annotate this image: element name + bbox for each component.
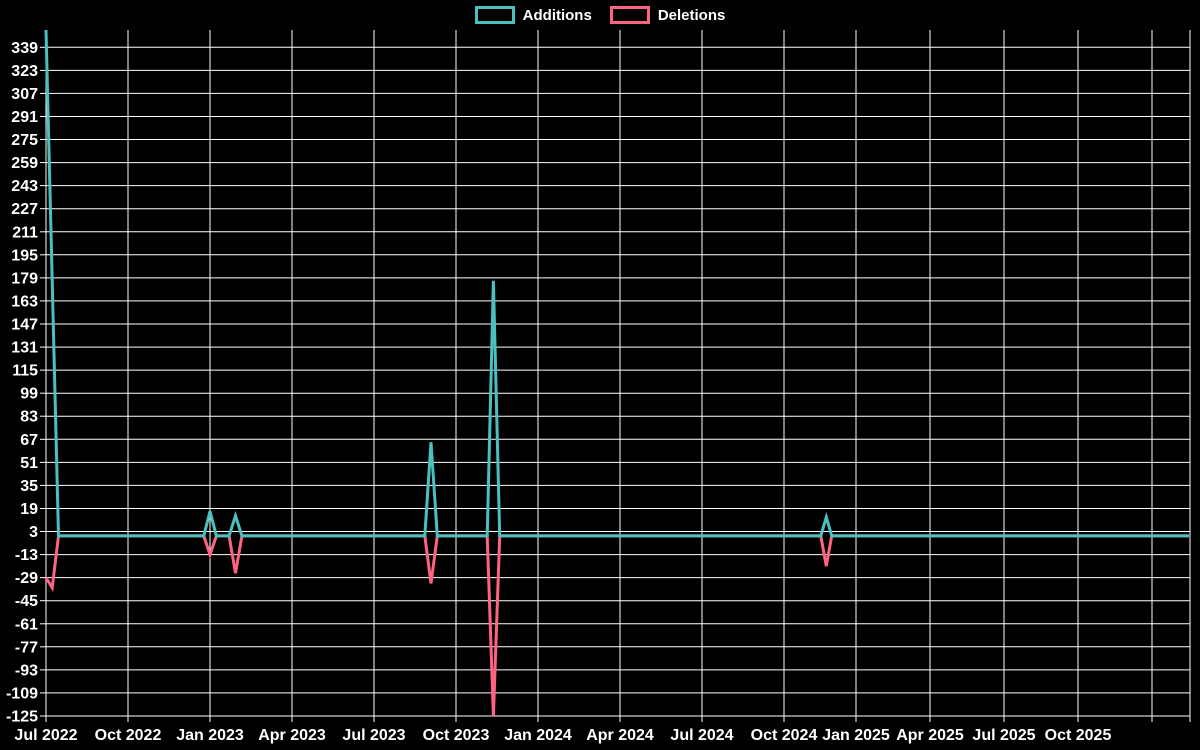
y-tick-label: 51 <box>20 455 38 472</box>
legend-item-deletions[interactable]: Deletions <box>609 6 726 24</box>
x-tick-label: Jan 2025 <box>822 727 890 744</box>
y-tick-label: 339 <box>11 40 38 57</box>
x-tick-label: Jul 2025 <box>972 727 1035 744</box>
y-tick-label: -77 <box>15 639 38 656</box>
legend-swatch-deletions <box>609 6 650 24</box>
y-tick-label: 35 <box>20 478 38 495</box>
y-tick-label: -61 <box>15 616 38 633</box>
y-tick-label: -125 <box>6 709 38 726</box>
y-tick-label: 323 <box>11 63 38 80</box>
y-tick-label: 19 <box>20 501 38 518</box>
x-tick-label: Jul 2023 <box>342 727 405 744</box>
y-tick-label: -109 <box>6 685 38 702</box>
y-tick-label: 259 <box>11 155 38 172</box>
y-tick-label: 275 <box>11 132 38 149</box>
legend-label: Deletions <box>657 6 726 24</box>
legend-item-additions[interactable]: Additions <box>474 6 592 24</box>
x-tick-label: Jan 2024 <box>504 727 572 744</box>
plot-area[interactable] <box>46 30 1190 716</box>
y-tick-label: 147 <box>11 317 38 334</box>
legend-swatch-additions <box>474 6 515 24</box>
x-tick-label: Oct 2023 <box>423 727 490 744</box>
y-tick-label: 227 <box>11 201 38 218</box>
y-tick-label: 3 <box>29 524 38 541</box>
y-tick-label: 163 <box>11 293 38 310</box>
y-tick-label: 67 <box>20 432 38 449</box>
x-tick-label: Jan 2023 <box>176 727 244 744</box>
x-tick-label: Oct 2025 <box>1045 727 1112 744</box>
x-tick-label: Oct 2022 <box>95 727 162 744</box>
x-tick-label: Apr 2024 <box>586 727 654 744</box>
x-tick-label: Oct 2024 <box>751 727 818 744</box>
series-line-additions <box>44 29 1189 538</box>
y-tick-label: 195 <box>11 247 38 264</box>
y-tick-label: 83 <box>20 409 38 426</box>
y-tick-label: -13 <box>15 547 38 564</box>
y-tick-label: -45 <box>15 593 38 610</box>
x-tick-label: Apr 2025 <box>896 727 964 744</box>
y-tick-label: 115 <box>12 363 38 380</box>
y-tick-label: 99 <box>20 386 38 403</box>
y-tick-label: 291 <box>11 109 38 126</box>
y-tick-label: -29 <box>15 570 38 587</box>
y-tick-label: 307 <box>11 86 38 103</box>
legend-label: Additions <box>522 6 592 24</box>
x-tick-label: Jul 2022 <box>14 727 77 744</box>
x-tick-label: Jul 2024 <box>670 727 733 744</box>
y-tick-label: 179 <box>11 270 38 287</box>
chart-legend: Additions Deletions <box>0 6 1200 24</box>
y-tick-label: 211 <box>12 224 38 241</box>
y-tick-label: 243 <box>11 178 38 195</box>
x-tick-label: Apr 2023 <box>258 727 326 744</box>
y-tick-label: 131 <box>11 340 38 357</box>
y-tick-label: -93 <box>15 662 38 679</box>
